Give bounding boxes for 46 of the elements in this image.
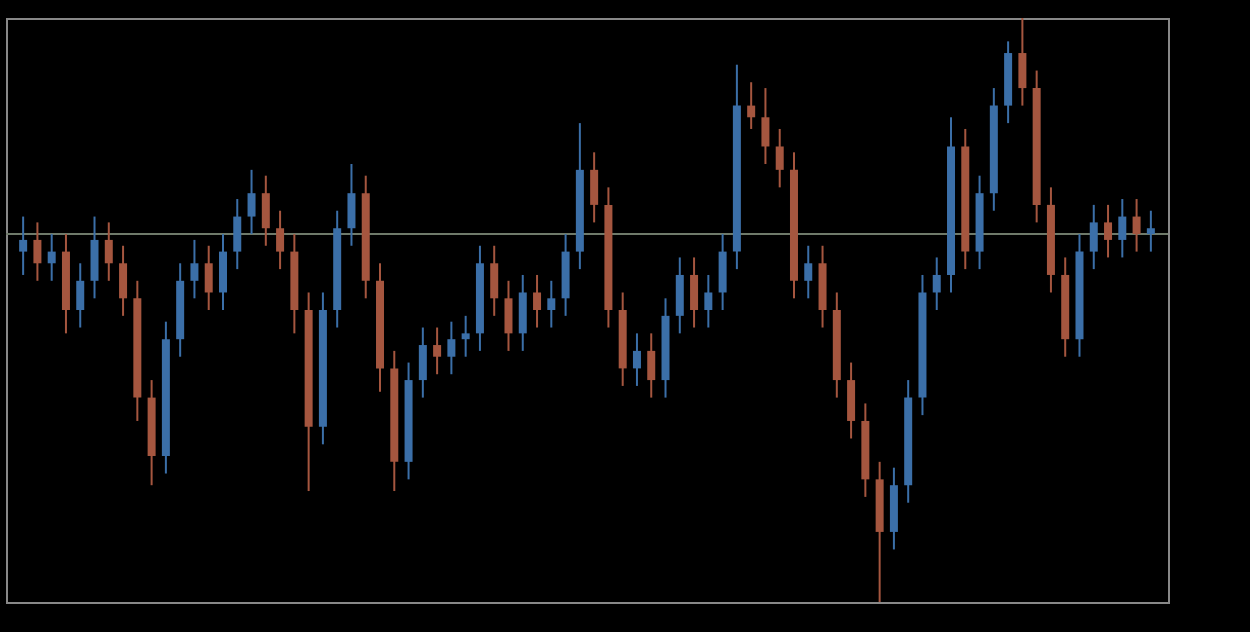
candlestick [1132, 198, 1141, 253]
candlestick [418, 326, 427, 399]
candlestick [190, 238, 199, 300]
candlestick [704, 273, 713, 329]
candlestick [647, 332, 656, 399]
candlestick [761, 87, 770, 165]
candlestick [533, 273, 542, 329]
candlestick [675, 256, 684, 335]
candlestick [590, 151, 599, 224]
candlestick [718, 233, 727, 311]
candlestick [690, 256, 699, 329]
candlestick [276, 209, 285, 271]
candlestick [932, 256, 941, 311]
candlestick [261, 174, 270, 247]
candlestick [1118, 198, 1127, 259]
candlestick [347, 163, 356, 247]
candlestick [218, 233, 227, 311]
candlestick [1146, 209, 1155, 253]
candlestick [1104, 203, 1113, 259]
candlestick [632, 332, 641, 387]
candlestick [104, 221, 113, 282]
candlestick [747, 81, 756, 130]
candlestick [433, 326, 442, 376]
candlestick [547, 279, 556, 329]
candlestick [47, 233, 56, 282]
candlestick [775, 127, 784, 189]
candlestick [233, 198, 242, 271]
candlestick [847, 361, 856, 440]
candlestick [804, 244, 813, 300]
candlestick [504, 279, 513, 352]
candlestick [204, 244, 213, 311]
candlestick [561, 233, 570, 317]
candlestick [447, 320, 456, 376]
candlestick [461, 314, 470, 358]
candlestick [490, 244, 499, 317]
candlestick [247, 168, 256, 236]
candlestick [19, 215, 28, 276]
candlestick [90, 215, 99, 300]
candlestick [1089, 203, 1098, 271]
candlestick [889, 466, 898, 551]
candlestick [1018, 17, 1027, 107]
candlestick [33, 221, 42, 282]
candlestick [76, 262, 85, 329]
candlestick [818, 244, 827, 329]
candlestick [119, 244, 128, 317]
candlestick [518, 273, 527, 352]
